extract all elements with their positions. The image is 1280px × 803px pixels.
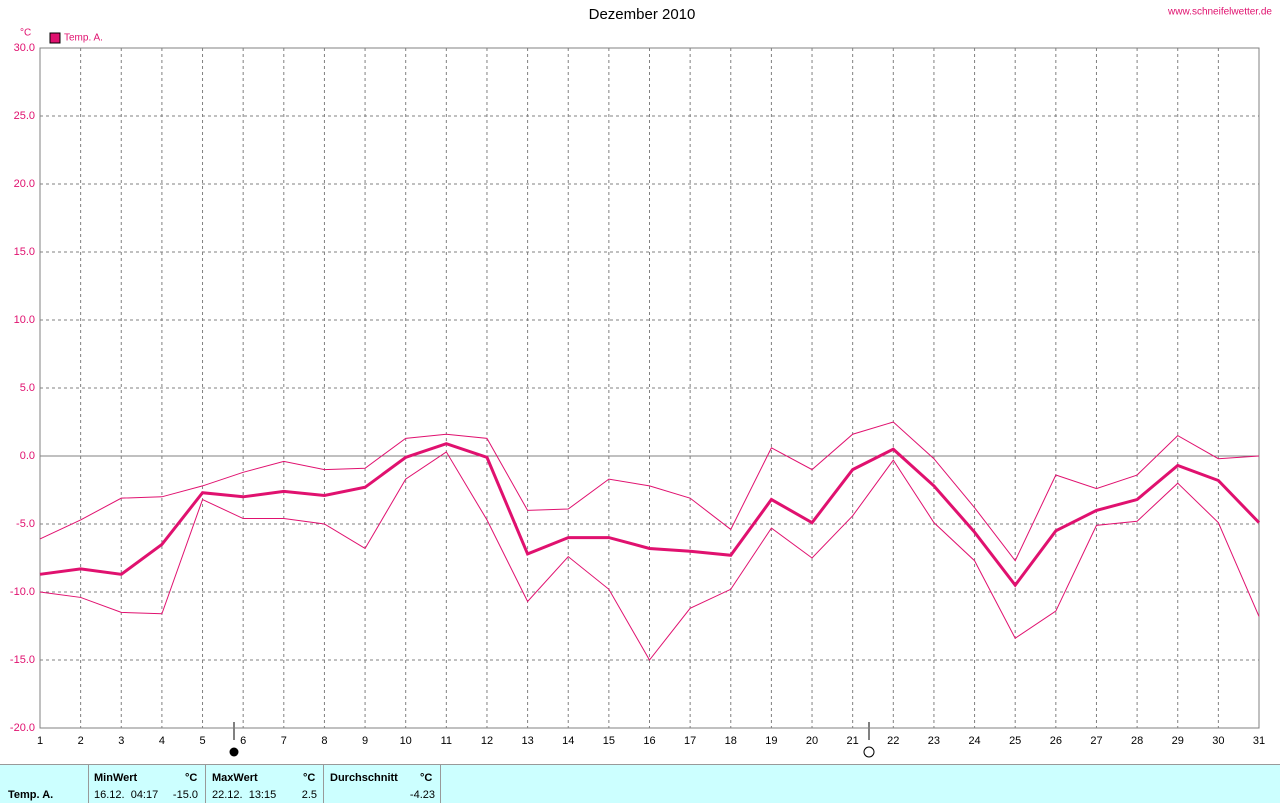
x-tick-label: 25 — [1009, 735, 1021, 747]
y-tick-label: -5.0 — [16, 518, 35, 530]
x-tick-label: 2 — [78, 735, 84, 747]
y-tick-label: -20.0 — [10, 722, 35, 734]
legend-label: Temp. A. — [64, 33, 103, 44]
source: www.schneifelwetter.de — [1167, 7, 1272, 18]
y-tick-label: 10.0 — [14, 314, 35, 326]
y-tick-label: 0.0 — [20, 450, 35, 462]
stats-header: MaxWert — [212, 772, 258, 784]
stats-header: MinWert — [94, 772, 138, 784]
x-tick-label: 4 — [159, 735, 165, 747]
stats-series: Temp. A. — [8, 789, 54, 801]
moon-new — [229, 747, 239, 757]
x-tick-label: 8 — [321, 735, 327, 747]
stats-table: Temp. A. MinWert °C 16.12. 04:17 -15.0 M… — [0, 764, 1280, 803]
stats-value: -4.23 — [409, 789, 435, 801]
separator — [440, 765, 441, 803]
chart-title: Dezember 2010 — [589, 6, 696, 23]
series-line — [39, 451, 1260, 661]
x-tick-label: 27 — [1090, 735, 1102, 747]
series-line — [39, 442, 1261, 588]
series-line — [39, 421, 1260, 562]
y-unit: °C — [20, 28, 31, 39]
y-tick-label: 15.0 — [14, 246, 35, 258]
x-tick-label: 29 — [1172, 735, 1184, 747]
y-tick-label: -15.0 — [10, 654, 35, 666]
y-tick-label: 30.0 — [14, 42, 35, 54]
stats-unit: °C — [185, 772, 198, 784]
separator — [88, 765, 89, 803]
x-tick-label: 1 — [37, 735, 43, 747]
x-tick-label: 16 — [643, 735, 655, 747]
separator — [323, 765, 324, 803]
separator — [205, 765, 206, 803]
stats-header: Durchschnitt — [330, 772, 398, 784]
stats-value: -15.0 — [172, 789, 198, 801]
x-tick-label: 31 — [1253, 735, 1265, 747]
y-tick-label: 5.0 — [20, 382, 35, 394]
x-tick-label: 18 — [725, 735, 737, 747]
x-tick-label: 23 — [928, 735, 940, 747]
x-tick-label: 6 — [240, 735, 246, 747]
y-tick-label: 25.0 — [14, 110, 35, 122]
x-tick-label: 7 — [281, 735, 287, 747]
stats-time: 16.12. 04:17 — [94, 789, 159, 801]
legend-swatch — [49, 32, 61, 44]
x-tick-label: 28 — [1131, 735, 1143, 747]
x-tick-label: 3 — [118, 735, 124, 747]
chart: Dezember 2010 www.schneifelwetter.de °C … — [10, 6, 1272, 758]
y-tick-label: 20.0 — [14, 178, 35, 190]
stats-time: 22.12. 13:15 — [212, 789, 277, 801]
x-tick-label: 11 — [441, 735, 452, 747]
x-tick-label: 30 — [1212, 735, 1224, 747]
x-tick-label: 22 — [887, 735, 899, 747]
x-tick-label: 10 — [400, 735, 412, 747]
y-tick-label: -10.0 — [10, 586, 35, 598]
stats-unit: °C — [303, 772, 316, 784]
x-tick-label: 20 — [806, 735, 818, 747]
x-tick-label: 9 — [362, 735, 368, 747]
moon-full — [863, 746, 875, 758]
x-tick-label: 13 — [521, 735, 533, 747]
x-tick-label: 14 — [562, 735, 574, 747]
x-tick-label: 5 — [199, 735, 205, 747]
x-tick-label: 15 — [603, 735, 615, 747]
stats-unit: °C — [420, 772, 433, 784]
x-tick-label: 12 — [481, 735, 493, 747]
x-tick-label: 21 — [847, 735, 859, 747]
x-tick-label: 17 — [684, 735, 696, 747]
x-tick-label: 26 — [1050, 735, 1062, 747]
x-tick-label: 24 — [968, 735, 980, 747]
x-tick-label: 19 — [765, 735, 777, 747]
stats-value: 2.5 — [301, 789, 317, 801]
